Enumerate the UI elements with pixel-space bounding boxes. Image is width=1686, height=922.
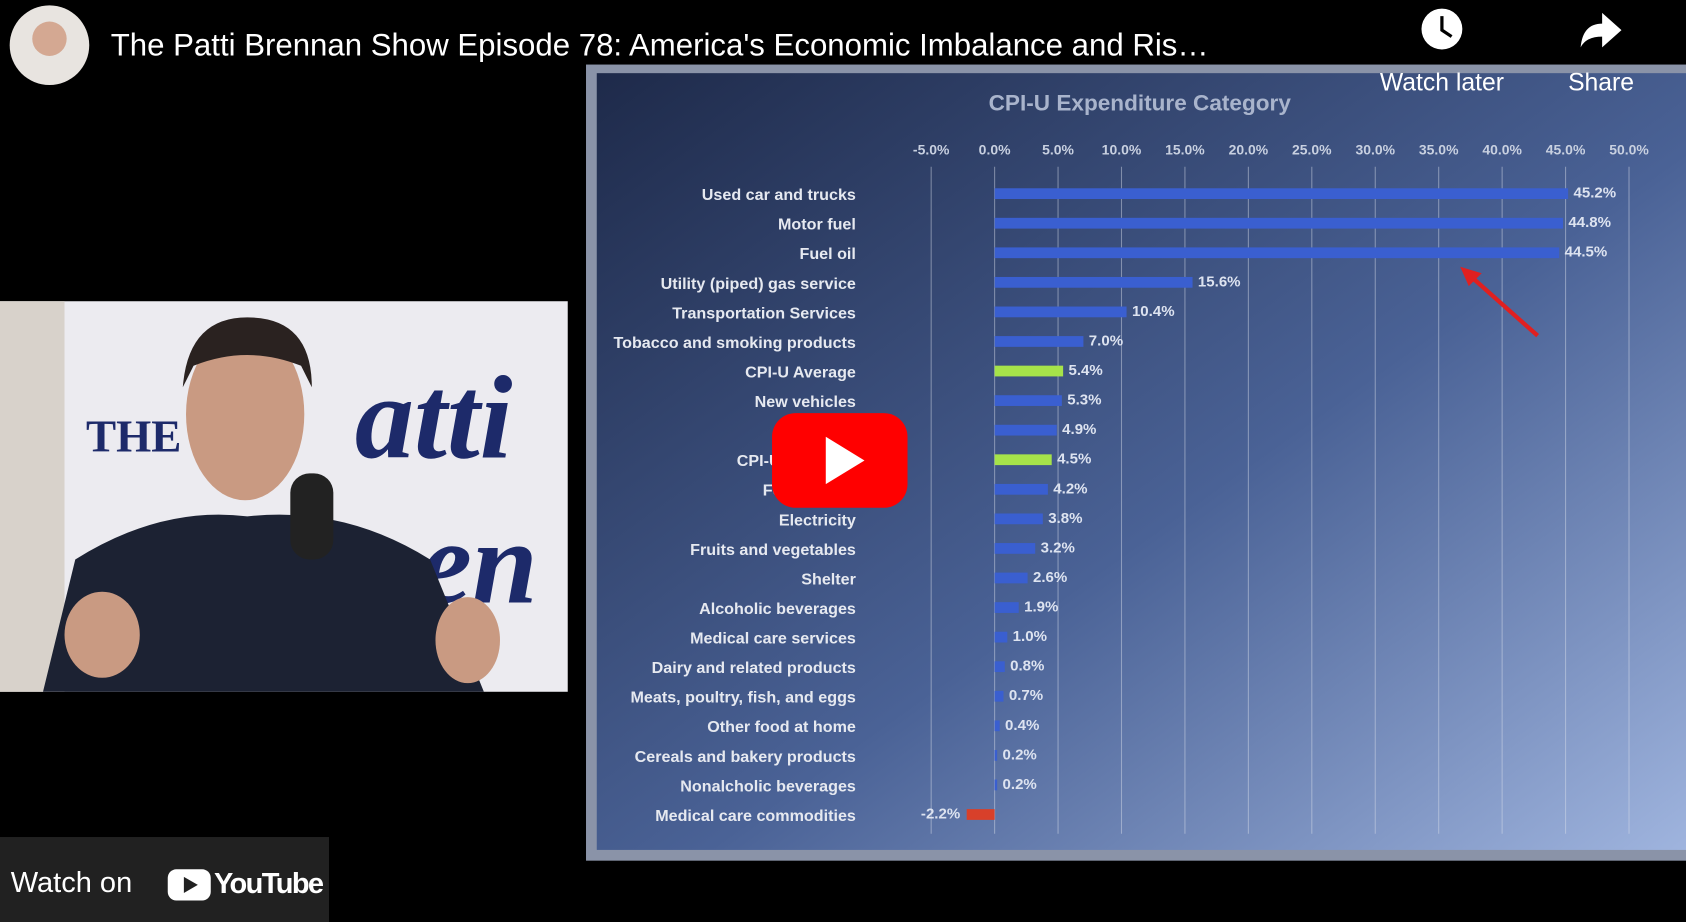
watch-later-label: Watch later: [1380, 69, 1504, 96]
play-button[interactable]: [772, 413, 908, 508]
bar: [994, 217, 1564, 229]
annotation-arrowhead: [1460, 266, 1482, 287]
category-label: Alcoholic beverages: [699, 600, 856, 618]
value-label: 44.8%: [1568, 214, 1611, 231]
category-label: Fruits and vegetables: [690, 541, 856, 559]
category-label: Medical care commodities: [655, 807, 856, 825]
watch-on-bg: [0, 837, 330, 922]
x-tick-label: 50.0%: [1609, 141, 1649, 157]
bar: [966, 809, 995, 820]
bar: [994, 513, 1043, 525]
bar: [994, 454, 1052, 466]
x-tick-label: 10.0%: [1102, 141, 1142, 157]
value-label: 44.5%: [1565, 244, 1608, 261]
bar: [994, 365, 1064, 377]
value-label: 3.2%: [1041, 539, 1075, 556]
bar: [994, 720, 1000, 732]
speaker-video: THE atti en: [0, 301, 568, 692]
category-label: New vehicles: [755, 393, 856, 411]
category-label: Cereals and bakery products: [635, 748, 856, 766]
value-label: 15.6%: [1198, 273, 1241, 290]
category-label: Medical care services: [690, 630, 856, 648]
bar: [994, 661, 1005, 673]
category-label: Meats, poultry, fish, and eggs: [630, 689, 855, 707]
value-label: 0.2%: [1003, 776, 1037, 793]
value-label: 5.4%: [1069, 362, 1103, 379]
annotation-arrow: [1469, 274, 1540, 338]
value-label: 1.0%: [1013, 628, 1047, 645]
category-label: Utility (piped) gas service: [661, 275, 856, 293]
value-label: 10.4%: [1132, 303, 1175, 320]
avatar-face: [32, 21, 67, 56]
value-label: 7.0%: [1089, 332, 1123, 349]
share-label: Share: [1568, 69, 1634, 96]
value-label: 4.5%: [1057, 451, 1091, 468]
category-label: Nonalcholic beverages: [680, 777, 856, 795]
clock-hands: [1440, 16, 1453, 38]
value-label: 0.2%: [1003, 746, 1037, 763]
value-label: 0.7%: [1009, 687, 1043, 704]
chart-title: CPI-U Expenditure Category: [989, 90, 1292, 115]
x-tick-label: 30.0%: [1355, 141, 1395, 157]
bar: [994, 395, 1062, 406]
value-label: 4.2%: [1053, 480, 1087, 497]
play-icon: [825, 436, 865, 485]
x-tick-label: 40.0%: [1482, 141, 1522, 157]
watch-on-label: Watch on: [11, 867, 132, 899]
youtube-icon-play: [183, 876, 198, 893]
x-tick-label: 25.0%: [1292, 141, 1332, 157]
category-label: Fuel oil: [799, 245, 855, 263]
x-tick-label: 5.0%: [1042, 141, 1074, 157]
x-tick-label: 35.0%: [1419, 141, 1459, 157]
bar: [994, 483, 1048, 495]
bar: [994, 631, 1008, 643]
bar: [994, 424, 1057, 436]
x-tick-label: 0.0%: [979, 141, 1011, 157]
category-label: Electricity: [779, 511, 856, 529]
video-title[interactable]: The Patti Brennan Show Episode 78: Ameri…: [111, 28, 1209, 63]
bar: [994, 572, 1028, 584]
bar: [994, 543, 1036, 554]
value-label: 5.3%: [1067, 392, 1101, 409]
bar: [994, 247, 1560, 259]
x-tick-label: -5.0%: [913, 141, 950, 157]
value-label: 4.9%: [1062, 421, 1096, 438]
category-label: Used car and trucks: [702, 186, 856, 204]
logo-text: THE: [86, 411, 181, 461]
bar: [994, 306, 1127, 318]
category-label: CPI-U Average: [745, 363, 856, 381]
value-label: 0.4%: [1005, 717, 1039, 734]
value-label: 1.9%: [1024, 599, 1058, 616]
bar: [994, 276, 1193, 288]
bar: [994, 188, 1569, 200]
chart: CPI-U Expenditure Category -5.0% 0.0% 5.0%…: [613, 90, 1649, 834]
category-label: Tobacco and smoking products: [613, 334, 855, 352]
category-label: Motor fuel: [778, 216, 856, 234]
bar: [994, 336, 1084, 347]
value-label: 0.8%: [1010, 658, 1044, 675]
youtube-wordmark: YouTube: [214, 868, 324, 900]
x-tick-label: 45.0%: [1546, 141, 1586, 157]
logo-text: atti: [355, 352, 513, 483]
bar: [994, 779, 998, 791]
bar: [994, 602, 1019, 613]
watch-later-button[interactable]: Watch later: [1380, 8, 1504, 97]
category-label: Transportation Services: [672, 304, 856, 322]
category-label: Dairy and related products: [652, 659, 856, 677]
share-icon: [1580, 12, 1622, 48]
bar: [994, 690, 1004, 702]
value-label: 45.2%: [1573, 185, 1616, 202]
value-label: 2.6%: [1033, 569, 1067, 586]
category-label: Shelter: [801, 570, 856, 588]
share-button[interactable]: Share: [1568, 12, 1634, 97]
value-label: 3.8%: [1048, 510, 1082, 527]
watch-on-youtube[interactable]: Watch on YouTube: [0, 837, 330, 922]
x-tick-label: 20.0%: [1229, 141, 1269, 157]
value-label: -2.2%: [921, 805, 960, 822]
bar: [994, 749, 998, 761]
x-tick-label: 15.0%: [1165, 141, 1205, 157]
category-label: Other food at home: [707, 718, 856, 736]
